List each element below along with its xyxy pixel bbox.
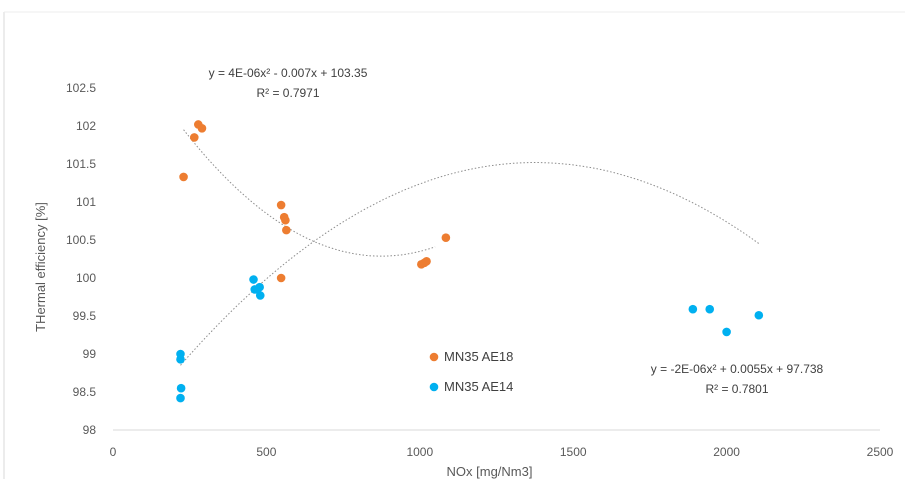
x-axis-ticks: 0 500 1000 1500 2000 2500 (110, 445, 894, 459)
y-tick-label: 100.5 (66, 233, 96, 247)
data-point-series-2 (688, 304, 698, 314)
data-point-series-1 (197, 123, 207, 133)
y-tick-label: 98.5 (73, 385, 97, 399)
data-point-series-2 (255, 282, 264, 292)
data-point-series-2 (255, 291, 265, 300)
trendline-series-1 (183, 129, 436, 257)
legend-marker-series-1 (429, 352, 439, 362)
data-point-series-2 (176, 393, 185, 403)
x-axis-title: NOx [mg/Nm3] (447, 464, 533, 479)
data-points (176, 120, 764, 403)
data-point-series-1 (281, 215, 290, 225)
legend: MN35 AE18 MN35 AE14 (429, 349, 513, 394)
y-axis-ticks: 98 98.5 99 99.5 100 100.5 101 101.5 102 102.5 (66, 81, 96, 437)
trendline-equation: y = -2E-06x² + 0.0055x + 97.738 (651, 362, 824, 376)
y-tick-label: 100 (76, 271, 96, 285)
trendline-r-squared: R² = 0.7801 (705, 382, 768, 396)
y-axis-title: THermal efficiency [%] (33, 202, 48, 332)
data-point-series-2 (176, 383, 186, 393)
data-point-series-2 (722, 327, 731, 337)
trendlines (180, 129, 760, 366)
y-tick-label: 102.5 (66, 81, 96, 95)
y-tick-label: 99.5 (73, 309, 97, 323)
data-point-series-1 (282, 225, 291, 235)
x-tick-label: 500 (256, 445, 276, 459)
data-point-series-1 (441, 233, 451, 243)
trendline-series-2 (180, 161, 760, 366)
data-point-series-1 (276, 273, 286, 283)
y-tick-label: 101 (76, 195, 96, 209)
data-point-series-1 (276, 200, 286, 210)
data-point-series-1 (179, 172, 188, 182)
data-point-series-2 (705, 304, 715, 314)
trendline-equation: y = 4E-06x² - 0.007x + 103.35 (209, 66, 368, 80)
legend-label: MN35 AE18 (444, 349, 513, 364)
x-tick-label: 2000 (713, 445, 740, 459)
data-point-series-2 (176, 355, 185, 364)
y-tick-label: 102 (76, 119, 96, 133)
x-tick-label: 1000 (406, 445, 433, 459)
trendline-r-squared: R² = 0.7971 (256, 86, 319, 100)
x-tick-label: 2500 (867, 445, 894, 459)
legend-marker-series-2 (429, 382, 439, 392)
data-point-series-1 (190, 133, 199, 142)
x-tick-label: 1500 (560, 445, 587, 459)
y-tick-label: 101.5 (66, 157, 96, 171)
legend-label: MN35 AE14 (444, 379, 513, 394)
data-point-series-1 (422, 256, 431, 266)
x-tick-label: 0 (110, 445, 117, 459)
y-tick-label: 98 (83, 423, 97, 437)
y-tick-label: 99 (83, 347, 97, 361)
data-point-series-2 (249, 275, 258, 284)
trendline-equations: y = 4E-06x² - 0.007x + 103.35 R² = 0.7971… (209, 66, 824, 396)
data-point-series-2 (754, 310, 764, 320)
